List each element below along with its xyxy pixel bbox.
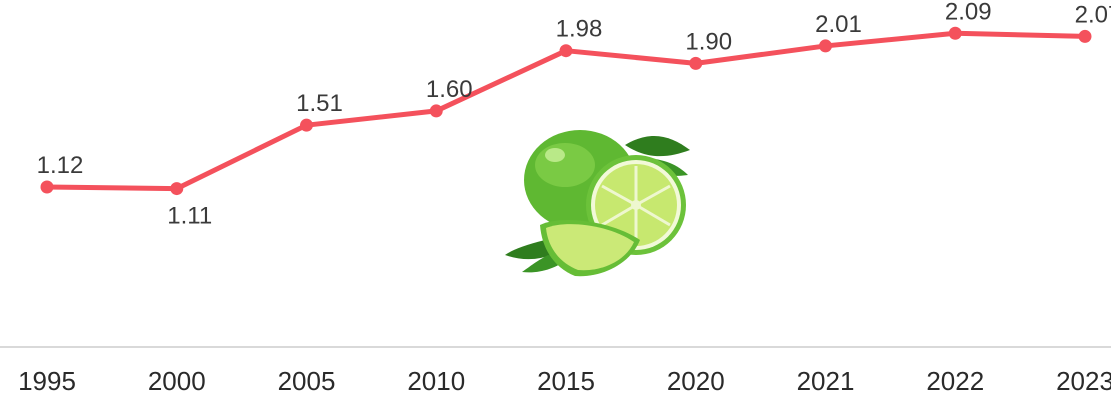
data-point	[689, 56, 703, 70]
x-tick-label: 2015	[537, 366, 595, 394]
lime-image	[505, 130, 690, 277]
x-tick-label: 2023	[1056, 366, 1111, 394]
data-label: 1.98	[556, 16, 603, 43]
data-point	[429, 104, 443, 118]
data-point	[170, 182, 184, 196]
data-point	[948, 26, 962, 40]
data-label: 2.07	[1075, 1, 1111, 28]
data-point	[819, 39, 832, 53]
data-point	[1078, 29, 1092, 43]
data-label: 1.51	[296, 90, 343, 117]
data-point	[40, 180, 54, 194]
data-label: 1.11	[167, 203, 212, 230]
x-tick-label: 2005	[278, 366, 336, 394]
data-label: 1.60	[426, 76, 473, 103]
data-point	[300, 118, 313, 132]
x-tick-label: 2000	[148, 366, 206, 394]
x-tick-label: 2022	[926, 366, 984, 394]
data-label: 2.09	[945, 0, 992, 25]
data-label: 1.12	[37, 152, 84, 179]
x-tick-label: 2020	[667, 366, 725, 394]
x-tick-label: 2010	[407, 366, 465, 394]
x-tick-label: 2021	[797, 366, 855, 394]
x-tick-label: 1995	[18, 366, 76, 394]
data-point	[559, 44, 573, 58]
data-label: 1.90	[685, 28, 732, 55]
data-label: 2.01	[815, 11, 862, 38]
